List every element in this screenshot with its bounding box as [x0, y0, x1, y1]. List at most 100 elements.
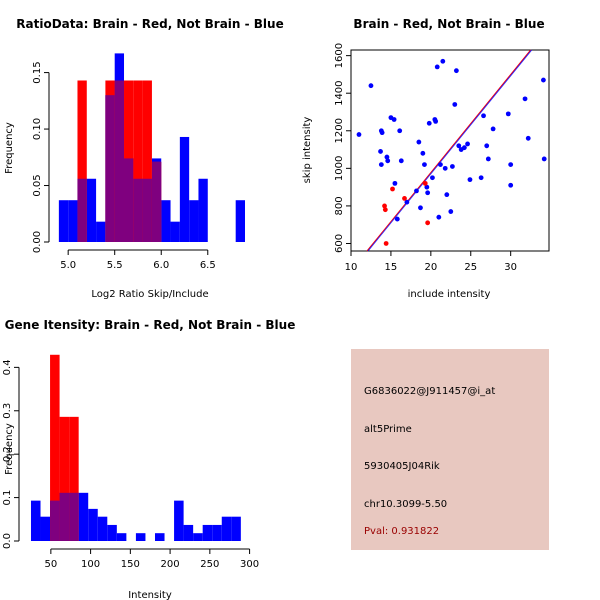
scatter-x-tick-label: 25 [464, 262, 477, 273]
scatter-fit-line [366, 49, 533, 252]
gene-blue-bar [221, 516, 232, 541]
gene-blue-bar [40, 516, 51, 541]
scatter-blue-point [481, 113, 486, 119]
scatter-blue-point [453, 68, 459, 74]
scatter-red-point [382, 207, 388, 213]
scatter-blue-point [490, 126, 496, 132]
gene-blue-bar [78, 492, 89, 541]
scatter-blue-point [391, 117, 397, 122]
scatter-blue-point [485, 156, 491, 162]
scatter-blue-point [422, 162, 427, 167]
gene-red-bar [50, 354, 60, 541]
scatter-blue-point [525, 135, 531, 141]
scatter-y-tick-label: 1000 [334, 156, 345, 181]
scatter-blue-point [436, 214, 442, 220]
gene-y-tick-label: 0.2 [2, 446, 13, 462]
scatter-x-tick-label: 30 [504, 262, 517, 273]
scatter-blue-point [368, 83, 374, 89]
scatter-y-tick-label: 600 [334, 234, 345, 253]
ratio-x-tick-label: 6.5 [200, 260, 216, 271]
scatter-blue-point [398, 158, 404, 164]
scatter-blue-point [467, 177, 473, 183]
gene-blue-bar [174, 500, 184, 541]
gene-y-tick-label: 0.4 [2, 359, 13, 375]
scatter-blue-point [541, 77, 546, 83]
p-value: Pval: 0.931822 [364, 526, 440, 537]
gene-blue-bar [97, 516, 108, 541]
gene-x-tick-label: 250 [200, 559, 219, 570]
scatter-red-points [382, 180, 431, 246]
gene-blue-bar [30, 500, 41, 541]
ratio-axes: 5.0 5.5 6.0 6.5 0.00 0.05 0.10 0.15 [32, 61, 216, 271]
ratio-x-tick-label: 6.0 [153, 260, 169, 271]
scatter-blue-point [379, 130, 385, 136]
scatter-blue-point [478, 175, 484, 181]
gene-blue-bar [193, 533, 203, 541]
scatter-title: Brain - Red, Not Brain - Blue [353, 17, 544, 31]
gene-intensity-histogram: Gene Itensity: Brain - Red, Not Brain - … [2, 318, 295, 600]
ratio-red-bar [133, 80, 143, 243]
scatter-blue-point [449, 164, 455, 169]
scatter-blue-points [356, 58, 547, 222]
ratio-overlap-bar [124, 158, 134, 242]
ratio-overlap-bar [77, 178, 87, 242]
gene-x-tick-label: 100 [81, 559, 100, 570]
scatter-blue-point [385, 158, 391, 164]
scatter-red-point [422, 180, 428, 186]
ratio-histogram-title: RatioData: Brain - Red, Not Brain - Blue [16, 17, 283, 31]
intensity-scatter: Brain - Red, Not Brain - Blue 10 15 20 25 30… [302, 17, 550, 300]
scatter-x-label: include intensity [408, 289, 491, 300]
scatter-red-point [390, 186, 395, 192]
scatter-blue-point [522, 96, 528, 102]
scatter-y-tick-label: 1200 [334, 118, 345, 143]
scatter-x-tick-label: 10 [345, 262, 358, 273]
ratio-blue-bar [198, 178, 208, 242]
scatter-frame [350, 49, 550, 252]
ratio-blue-bar [68, 200, 78, 242]
gene-y-label: Frequency [4, 423, 15, 475]
scatter-red-point [383, 241, 389, 246]
gene-x-tick-label: 200 [161, 559, 180, 570]
gene-red-bar [69, 416, 79, 541]
ratio-blue-bar [161, 200, 171, 242]
scatter-blue-point [378, 149, 383, 154]
gene-overlap-bar [50, 500, 60, 541]
scatter-blue-point [434, 64, 440, 70]
ratio-blue-bar [179, 136, 190, 242]
ratio-blue-bar [170, 221, 180, 242]
ratio-overlap-bar [142, 178, 152, 242]
gene-x-tick-label: 300 [240, 559, 259, 570]
ratio-overlap-bar [114, 80, 125, 243]
gene-name: 5930405J04Rik [364, 461, 440, 472]
scatter-blue-point [397, 128, 403, 134]
ratio-overlap-bar [105, 95, 115, 242]
scatter-blue-point [440, 58, 446, 64]
ratio-x-tick-label: 5.5 [107, 260, 123, 271]
gene-overlap-bar [59, 492, 70, 541]
scatter-blue-point [384, 154, 390, 160]
scatter-blue-point [508, 162, 514, 167]
gene-blue-bar [116, 533, 127, 541]
scatter-blue-point [416, 139, 422, 145]
scatter-fit-line-blue [367, 49, 533, 252]
gene-blue-bar [88, 508, 98, 541]
gene-red-bar [59, 416, 70, 541]
gene-histogram-title: Gene Itensity: Brain - Red, Not Brain - … [5, 318, 296, 332]
scatter-blue-point [420, 150, 426, 156]
scatter-blue-point [456, 143, 462, 149]
gene-blue-bar [231, 516, 241, 541]
ratio-x-label: Log2 Ratio Skip/Include [91, 289, 208, 300]
scatter-blue-point [424, 184, 430, 190]
scatter-y-tick-label: 1600 [334, 43, 345, 68]
gene-y-tick-label: 0.0 [2, 533, 13, 549]
gene-x-label: Intensity [128, 590, 172, 600]
ratio-overlap-bar [133, 178, 143, 242]
probe-id: G6836022@J911457@i_at [364, 386, 496, 397]
ratio-red-bar [142, 80, 152, 243]
scatter-y-tick-label: 1400 [334, 80, 345, 105]
gene-blue-bar [154, 533, 165, 541]
gene-red-bars [50, 354, 79, 541]
scatter-blue-point [444, 192, 450, 198]
scatter-x-tick-label: 15 [385, 262, 398, 273]
